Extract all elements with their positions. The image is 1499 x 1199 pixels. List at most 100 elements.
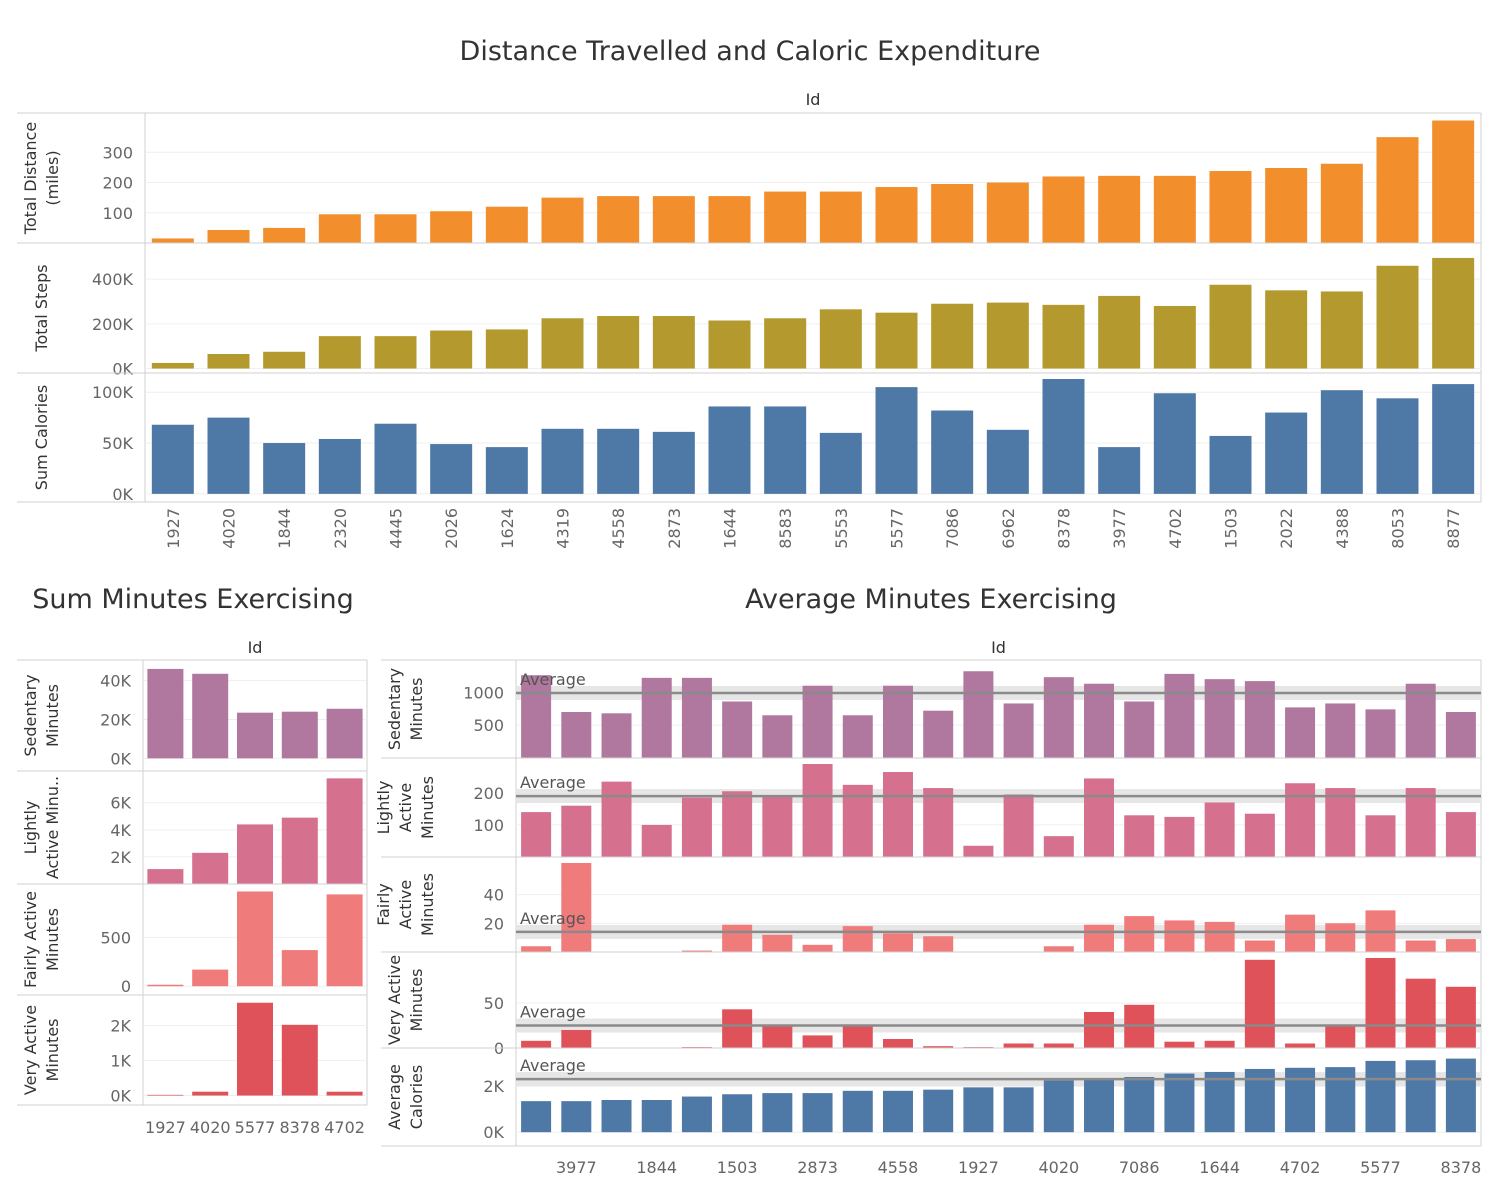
bar [263, 227, 306, 243]
bar [1043, 836, 1074, 857]
bar [1445, 939, 1476, 952]
x-tick-label: 7086 [943, 508, 962, 549]
bar [1164, 673, 1195, 758]
x-tick-label: 1644 [721, 508, 740, 549]
bar [541, 318, 584, 369]
y-tick-label: 0K [483, 1123, 504, 1142]
bar [1244, 959, 1275, 1048]
x-tick-label: 5577 [235, 1118, 276, 1137]
bar [601, 713, 632, 758]
bar [1265, 167, 1308, 243]
row-label-line: Lightly [21, 801, 40, 855]
x-tick-label: 4319 [554, 508, 573, 549]
bar [963, 671, 994, 758]
bar [931, 303, 974, 369]
bar [882, 1039, 913, 1048]
bar [263, 443, 306, 494]
bar [192, 969, 229, 987]
bar [1325, 923, 1356, 952]
average-label: Average [520, 909, 586, 928]
bar [1244, 813, 1275, 857]
bar [1285, 914, 1316, 952]
bar [1043, 677, 1074, 758]
x-tick-label: 4020 [1038, 1158, 1079, 1177]
y-tick-label: 2K [110, 1017, 131, 1036]
bar [681, 950, 712, 952]
bar [192, 673, 229, 759]
bar [318, 214, 361, 243]
y-tick-label: 20 [484, 914, 504, 933]
bar [1376, 137, 1419, 243]
bar [597, 196, 640, 243]
row-label-line: Total Steps [32, 264, 51, 352]
bar [1445, 712, 1476, 758]
row-label-line: Minutes [43, 1019, 62, 1082]
bar [1376, 398, 1419, 494]
bar [1405, 788, 1436, 857]
bar [601, 781, 632, 857]
row-label-line: Lightly [374, 781, 393, 835]
bar [237, 824, 273, 884]
bar [151, 424, 194, 494]
bar [802, 1035, 833, 1048]
bar [722, 1094, 753, 1133]
row-label-line: Fairly [374, 883, 393, 925]
bar [931, 184, 974, 243]
row-label: Very Active Minutes [21, 1005, 62, 1095]
x-tick-label: 6962 [999, 508, 1018, 549]
bar [1405, 940, 1436, 952]
x-tick-label: 4020 [190, 1118, 231, 1137]
bar [1124, 815, 1155, 857]
bar [1325, 788, 1356, 857]
y-tick-label: 500 [100, 928, 131, 947]
bar [541, 428, 584, 494]
bar [1124, 701, 1155, 758]
bar [681, 677, 712, 758]
bar [263, 351, 306, 369]
x-tick-label: 1927 [145, 1118, 186, 1137]
row-label-line: Very Active [21, 1005, 40, 1095]
row-sedentary-minutes: 500 1000 Sedentary Minutes Average [385, 668, 1481, 758]
bar [1209, 171, 1252, 243]
bar [192, 1091, 229, 1096]
bar [882, 772, 913, 857]
bar [281, 711, 318, 759]
bar [1432, 257, 1475, 369]
y-tick-label: 400K [92, 270, 134, 289]
x-tick-label: 2026 [442, 508, 461, 549]
bar [722, 701, 753, 758]
bar [1320, 163, 1363, 243]
bar [430, 211, 473, 243]
bar [1003, 703, 1034, 758]
bar [237, 1002, 273, 1096]
bar [842, 1025, 873, 1048]
bar [1285, 707, 1316, 758]
bar [1124, 916, 1155, 952]
bar [764, 191, 807, 243]
bar [1164, 1041, 1195, 1048]
bar [1325, 1067, 1356, 1133]
x-tick-label: 8378 [1055, 508, 1074, 549]
x-tick-label: 2320 [331, 508, 350, 549]
bar [875, 387, 918, 494]
bar [652, 196, 695, 243]
bar [1285, 1043, 1316, 1048]
x-tick-label: 4702 [324, 1118, 365, 1137]
bar [802, 944, 833, 952]
row-label-line: Minutes [407, 678, 426, 741]
bar [147, 869, 184, 884]
y-tick-label: 50K [102, 434, 133, 453]
y-tick-label: 100 [102, 204, 133, 223]
bar [882, 685, 913, 758]
bar [762, 715, 793, 758]
y-tick-label: 300 [102, 143, 133, 162]
average-label: Average [520, 1003, 586, 1022]
x-tick-label: 8583 [776, 508, 795, 549]
y-tick-label: 200 [102, 174, 133, 193]
bar [561, 712, 592, 758]
bar [151, 362, 194, 369]
row-label: Fairly Active Minutes [374, 873, 437, 936]
